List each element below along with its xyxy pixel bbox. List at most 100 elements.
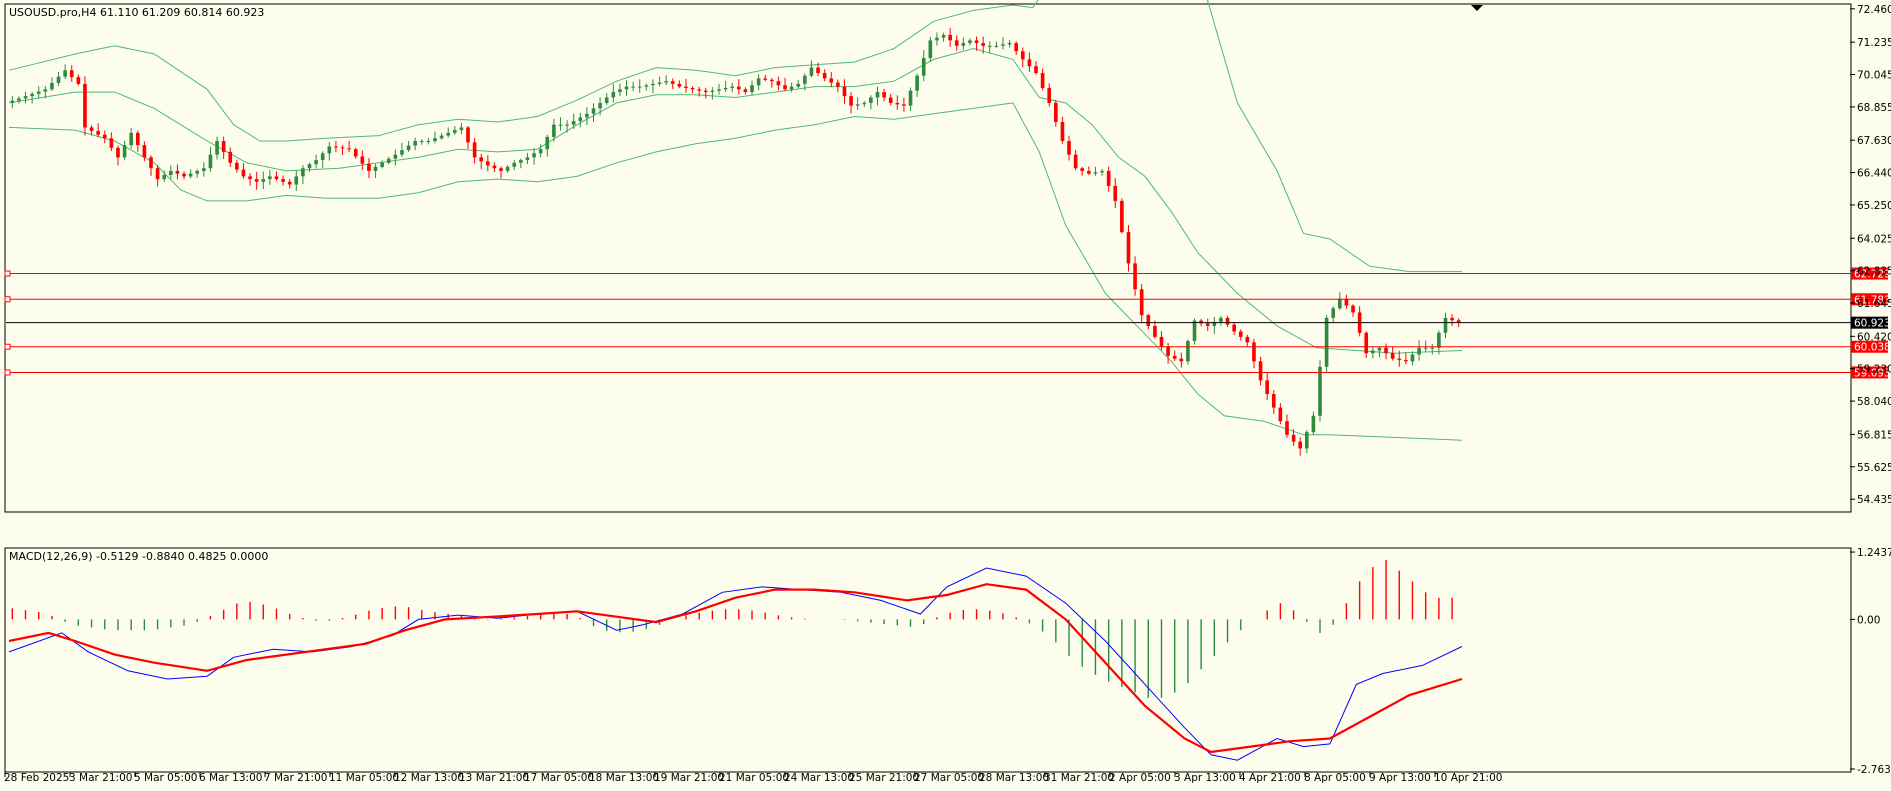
candle-body [109,138,114,148]
candle-body [816,67,820,74]
macd-tick-label: -2.7631 [1857,764,1891,776]
candle-body [281,179,285,182]
price-tick-label: 59.230 [1857,364,1891,376]
candle-body [809,67,814,76]
candle-body [921,58,926,76]
candle-body [459,127,464,131]
candle-body [565,124,569,126]
candle-body [783,85,787,90]
candle-body [1238,331,1243,337]
candle-body [637,86,642,88]
time-tick-label: 2 Apr 05:00 [1109,772,1171,784]
candle-body [1456,320,1461,323]
candle-body [386,158,391,163]
candle-body [776,81,781,86]
price-level-label: 61.783 [1854,294,1891,306]
candle-body [796,83,801,87]
candle-body [1291,434,1296,442]
level-handle[interactable] [4,270,11,277]
candle-body [717,89,721,91]
candle-body [452,130,457,133]
price-levels[interactable]: 62.729 61.783 60.038 59.093 60.923 [4,267,1891,380]
candle-body [63,70,67,77]
candle-body [1437,332,1441,348]
candle-body [836,82,840,87]
candle-body [888,97,893,103]
candle-body [175,170,180,174]
macd-lines [8,567,1463,761]
candle-body [1146,315,1151,327]
candle-body [360,156,365,164]
macd-line [8,567,1463,761]
candle-body [466,127,470,143]
candle-body [670,81,675,84]
level-handle[interactable] [4,369,11,376]
price-tick-label: 70.045 [1857,70,1891,82]
candle-body [1199,320,1203,324]
level-handle[interactable] [4,296,11,303]
candle-body [287,181,292,185]
candle-body [1311,415,1316,433]
price-tick-label: 60.420 [1857,331,1891,343]
price-tick-label: 71.235 [1857,37,1891,49]
time-tick-label: 3 Mar 21:00 [69,772,132,784]
price-panel[interactable]: 62.729 61.783 60.038 59.093 60.923 USOUSD.pr… [4,0,1891,513]
macd-axis[interactable]: 1.2437 0.00 -2.7631 [1850,547,1891,776]
candle-body [446,132,451,136]
candlesticks [10,27,1461,456]
macd-panel[interactable]: MACD(12,26,9) -0.5129 -0.8840 0.4825 0.0… [4,547,1852,773]
candle-body [1027,59,1032,67]
candle-body [1324,317,1329,367]
candle-body [188,173,193,177]
candle-body [684,86,688,88]
candle-body [1232,324,1236,332]
candle-body [373,166,378,171]
candle-body [30,93,34,97]
candle-body [1192,320,1197,341]
price-tick-label: 54.435 [1857,494,1891,506]
candle-body [1225,317,1230,325]
candle-body [1001,44,1005,46]
candle-body [545,136,550,150]
candle-body [1258,361,1263,381]
candle-body [803,75,807,84]
price-tick-label: 56.815 [1857,429,1891,441]
macd-histogram [11,559,1453,698]
candle-body [1186,340,1190,362]
candle-body [789,86,794,90]
time-axis[interactable]: 28 Feb 2025 3 Mar 21:00 5 Mar 05:00 6 Mar 1… [4,772,1502,784]
candle-body [651,83,655,86]
candle-body [241,169,246,177]
price-level-label: 62.729 [1854,269,1891,281]
candle-body [875,92,880,98]
candle-body [1126,232,1131,264]
candle-body [215,141,219,155]
level-handle[interactable] [4,343,11,350]
candle-body [419,141,424,143]
candle-body [142,145,147,158]
candle-body [1331,308,1336,318]
price-level-label: 59.093 [1854,367,1891,379]
price-tick-label: 66.440 [1857,168,1891,180]
candle-body [76,77,81,84]
price-tick-label: 62.835 [1857,266,1891,278]
candle-body [17,98,21,101]
time-tick-label: 8 Apr 05:00 [1304,772,1366,784]
candle-body [1113,185,1118,201]
candle-body [618,89,622,93]
candle-body [1133,263,1137,290]
candle-body [228,151,233,163]
candle-body [1450,317,1454,321]
candle-body [135,132,140,146]
candle-body [268,176,272,180]
candle-body [89,127,94,132]
time-tick-label: 4 Apr 21:00 [1239,772,1301,784]
candle-body [538,149,543,154]
candle-body [703,90,708,93]
candle-body [1443,317,1448,333]
candle-body [1093,172,1098,174]
price-level-label-bg [1851,366,1888,379]
candle-body [202,168,206,171]
price-axis[interactable]: 72.460 71.235 70.045 68.855 67.630 66.440 65.2… [1850,4,1891,506]
